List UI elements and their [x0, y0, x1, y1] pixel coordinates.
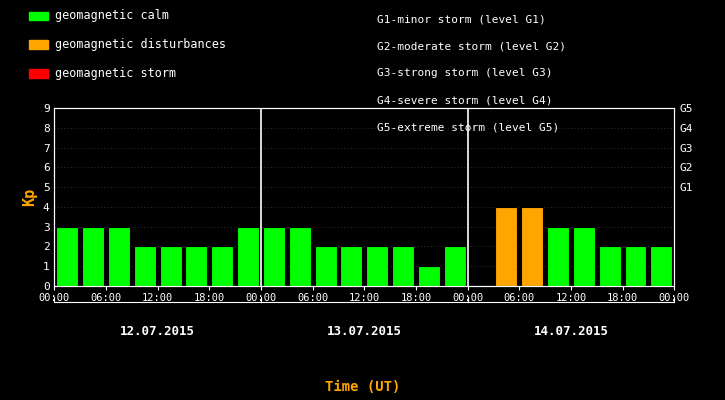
Text: Time (UT): Time (UT) [325, 380, 400, 394]
Bar [186, 246, 207, 286]
Text: 14.07.2015: 14.07.2015 [534, 325, 608, 338]
Text: G1-minor storm (level G1): G1-minor storm (level G1) [377, 14, 546, 24]
Text: G2-moderate storm (level G2): G2-moderate storm (level G2) [377, 41, 566, 51]
Bar [366, 246, 388, 286]
Text: G4-severe storm (level G4): G4-severe storm (level G4) [377, 96, 552, 106]
Bar [418, 266, 440, 286]
Bar [82, 227, 104, 286]
Bar [599, 246, 621, 286]
Y-axis label: Kp: Kp [22, 188, 37, 206]
Bar [650, 246, 672, 286]
Bar [521, 207, 543, 286]
Text: geomagnetic calm: geomagnetic calm [55, 9, 170, 22]
Bar [57, 227, 78, 286]
Bar [160, 246, 181, 286]
Bar [573, 227, 594, 286]
Text: geomagnetic disturbances: geomagnetic disturbances [55, 38, 226, 51]
Text: G3-strong storm (level G3): G3-strong storm (level G3) [377, 68, 552, 78]
Bar [392, 246, 414, 286]
Bar [495, 207, 518, 286]
Bar [211, 246, 233, 286]
Text: 12.07.2015: 12.07.2015 [120, 325, 195, 338]
Bar [341, 246, 362, 286]
Bar [108, 227, 130, 286]
Bar [263, 227, 285, 286]
Bar [289, 227, 311, 286]
Bar [547, 227, 569, 286]
Text: G5-extreme storm (level G5): G5-extreme storm (level G5) [377, 123, 559, 133]
Bar [134, 246, 156, 286]
Bar [624, 246, 647, 286]
Bar [237, 227, 259, 286]
Bar [444, 246, 465, 286]
Text: 13.07.2015: 13.07.2015 [327, 325, 402, 338]
Text: geomagnetic storm: geomagnetic storm [55, 67, 176, 80]
Bar [315, 246, 336, 286]
